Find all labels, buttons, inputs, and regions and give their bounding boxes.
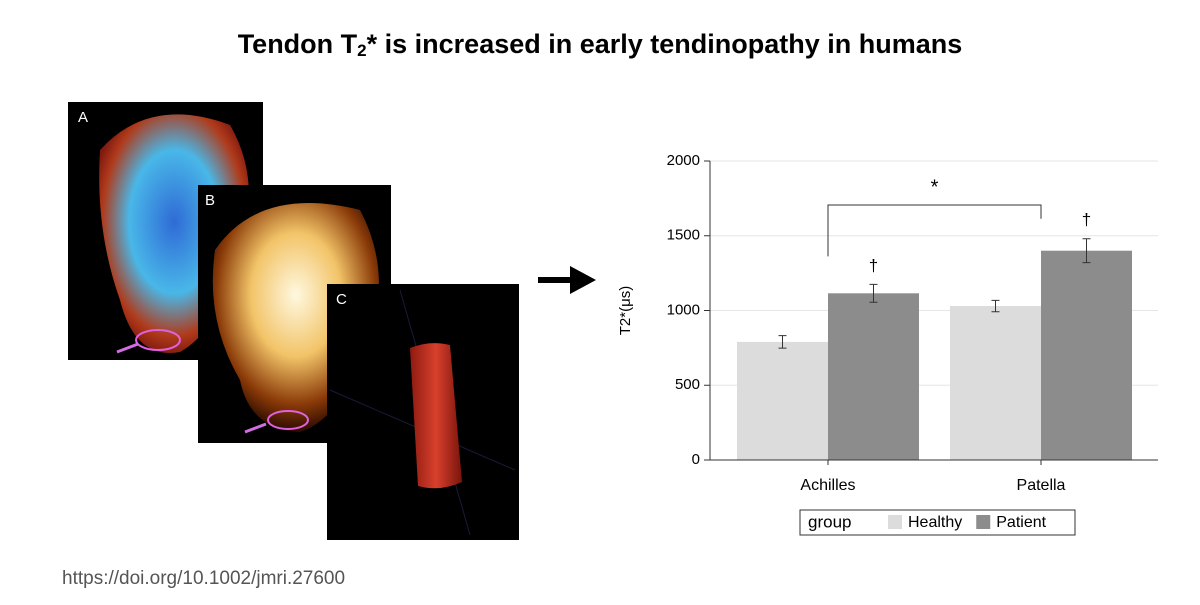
legend-swatch — [976, 515, 991, 529]
title-text: Tendon T — [238, 29, 358, 59]
y-tick-label: 1000 — [667, 301, 700, 318]
y-tick-label: 1500 — [667, 227, 700, 244]
bar-annotation: † — [869, 256, 878, 275]
bar-annotation: † — [1082, 210, 1091, 229]
legend-title: group — [808, 512, 851, 531]
bar — [1041, 250, 1132, 460]
significance-label: * — [931, 176, 939, 198]
title-text: * is increased in early tendinopathy in … — [367, 29, 963, 59]
significance-bracket — [827, 204, 1042, 257]
panel-label: A — [78, 109, 88, 126]
bar — [737, 341, 828, 460]
x-tick-label: Patella — [1017, 477, 1066, 494]
legend-label: Patient — [996, 514, 1046, 531]
y-tick-label: 500 — [675, 376, 700, 393]
y-tick-label: 0 — [692, 451, 700, 468]
error-bar — [869, 283, 878, 303]
y-tick-label: 2000 — [667, 152, 700, 169]
panel-label: B — [205, 192, 215, 209]
legend-box — [799, 509, 1076, 536]
y-axis-label: T2*(μs) — [617, 286, 634, 335]
source-link: https://doi.org/10.1002/jmri.27600 — [62, 568, 345, 589]
x-tick-label: Achilles — [800, 477, 855, 494]
bar-chart: 0 500 1000 1500 2000 T2*(μs) Achilles Patella * †… — [617, 152, 1158, 536]
panel-label: C — [336, 291, 347, 308]
arrow — [538, 266, 596, 294]
bar — [950, 306, 1041, 460]
error-bar — [1082, 238, 1091, 264]
bar — [828, 293, 919, 460]
tendon-outline — [267, 410, 309, 430]
error-bar — [991, 299, 1000, 313]
mri-panels: A B C — [68, 102, 519, 540]
slide-title: Tendon T2* is increased in early tendino… — [238, 29, 963, 60]
pointer — [116, 342, 139, 354]
legend-swatch — [888, 515, 902, 529]
error-bar — [778, 335, 787, 349]
title-subscript: 2 — [357, 41, 366, 60]
pointer — [244, 422, 267, 434]
legend-label: Healthy — [908, 514, 962, 531]
tendon-outline — [135, 329, 181, 351]
tendon-3d — [410, 343, 462, 489]
